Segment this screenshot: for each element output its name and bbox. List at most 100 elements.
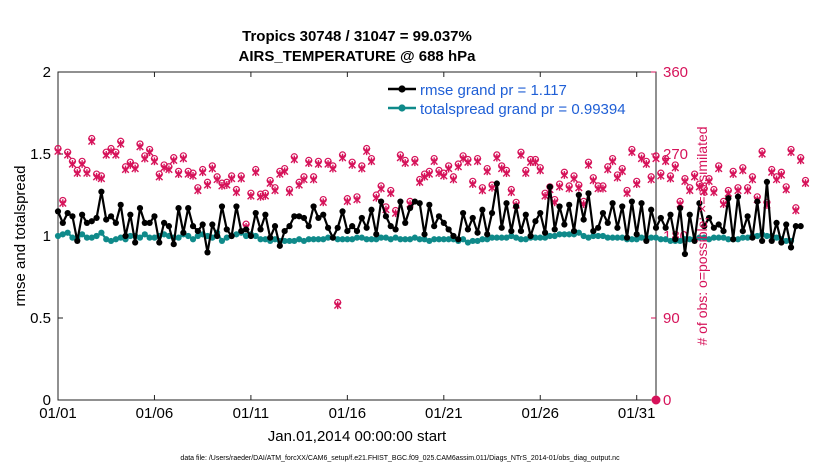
totalspread-point (305, 236, 312, 243)
totalspread-point (257, 236, 264, 243)
rmse-point (315, 214, 322, 222)
rmse-point (503, 200, 510, 207)
rmse-point (792, 223, 799, 230)
rmse-point (691, 237, 698, 245)
rmse-point (271, 223, 279, 230)
obs-assimilated-point (343, 197, 352, 206)
totalspread-point (146, 234, 153, 241)
obs-assimilated-point (681, 177, 689, 186)
totalspread-point (397, 236, 404, 243)
totalspread-point (117, 234, 124, 241)
obs-assimilated-point (227, 174, 236, 183)
rmse-point (402, 219, 409, 226)
rmse-point (734, 193, 742, 200)
rmse-point (787, 244, 795, 251)
rmse-point (725, 195, 732, 202)
obs-assimilated-point (348, 161, 356, 169)
rmse-point (575, 191, 582, 199)
obs-assimilated-point (719, 200, 728, 209)
rmse-point (127, 211, 134, 218)
rmse-point (107, 213, 115, 220)
totalspread-point (705, 236, 713, 243)
totalspread-point (339, 236, 346, 243)
rmse-point (541, 229, 549, 236)
totalspread-point (652, 234, 660, 241)
rmse-point (667, 211, 674, 218)
totalspread-point (421, 236, 428, 243)
totalspread-point (566, 231, 573, 238)
rmse-point (633, 231, 640, 238)
totalspread-point (595, 232, 602, 240)
totalspread-point (281, 237, 288, 245)
rmse-point (214, 232, 221, 240)
obs-assimilated-point (63, 151, 72, 159)
rmse-point (672, 236, 679, 243)
rmse-point (242, 226, 250, 233)
rmse-point (170, 241, 177, 248)
totalspread-point (223, 234, 230, 241)
obs-assimilated-point (353, 195, 361, 204)
x-tick-label: 01/31 (618, 405, 656, 422)
obs-assimilated-point (613, 173, 622, 182)
totalspread-point (320, 236, 327, 243)
totalspread-point (498, 234, 505, 241)
obs-assimilated-point (502, 169, 511, 178)
rmse-point (324, 224, 332, 231)
obs-assimilated-point (671, 163, 680, 172)
rmse-point (778, 239, 785, 246)
y-right-tick-label: 0 (663, 392, 671, 409)
rmse-point (189, 223, 197, 230)
rmse-point (59, 219, 66, 226)
rmse-point (749, 234, 756, 241)
chart-title-line2: AIRS_TEMPERATURE @ 688 hPa (239, 48, 477, 65)
totalspread-point (701, 234, 708, 241)
obs-assimilated-point (247, 192, 255, 200)
rmse-point (474, 229, 481, 236)
rmse-point (561, 221, 568, 228)
totalspread-point (513, 234, 520, 241)
rmse-point (334, 224, 341, 231)
obs-assimilated-point (536, 166, 545, 175)
obs-assimilated-point (401, 159, 410, 168)
rmse-point (623, 234, 631, 241)
obs-assimilated-point (338, 153, 347, 162)
rmse-point (701, 223, 708, 230)
obs-assimilated-point (189, 171, 197, 180)
obs-assimilated-point (488, 183, 496, 192)
totalspread-point (667, 237, 674, 245)
rmse-point (146, 219, 153, 226)
totalspread-point (136, 234, 144, 241)
obs-assimilated-point (690, 172, 699, 181)
y-right-tick-label: 360 (663, 64, 688, 81)
totalspread-point (185, 232, 192, 240)
rmse-point (421, 231, 428, 238)
totalspread-point (541, 234, 549, 241)
obs-assimilated-point (661, 157, 670, 166)
obs-assimilated-point (141, 154, 149, 163)
y-left-tick-label: 1 (43, 228, 51, 245)
rmse-point (397, 198, 404, 205)
rmse-point (233, 203, 240, 210)
obs-assimilated-point (300, 175, 308, 184)
obs-assimilated-point (78, 160, 86, 168)
legend-rmse-label: rmse grand pr = 1.117 (420, 82, 567, 99)
rmse-point (638, 200, 645, 207)
rmse-point (445, 226, 452, 233)
totalspread-series (54, 229, 795, 246)
obs-assimilated-point (126, 161, 135, 169)
rmse-point (411, 198, 418, 205)
obs-assimilated-point (517, 151, 525, 159)
totalspread-point (107, 237, 115, 245)
obs-assimilated-point (642, 160, 651, 168)
obs-series (54, 134, 810, 405)
obs-assimilated-point (430, 157, 438, 166)
rmse-point (98, 188, 105, 195)
obs-assimilated-point (777, 171, 786, 179)
x-tick-label: 01/01 (39, 405, 77, 422)
rmse-point (291, 213, 298, 220)
rmse-point (464, 226, 472, 233)
rmse-point (305, 223, 312, 230)
rmse-point (252, 209, 259, 217)
totalspread-point (720, 234, 727, 241)
